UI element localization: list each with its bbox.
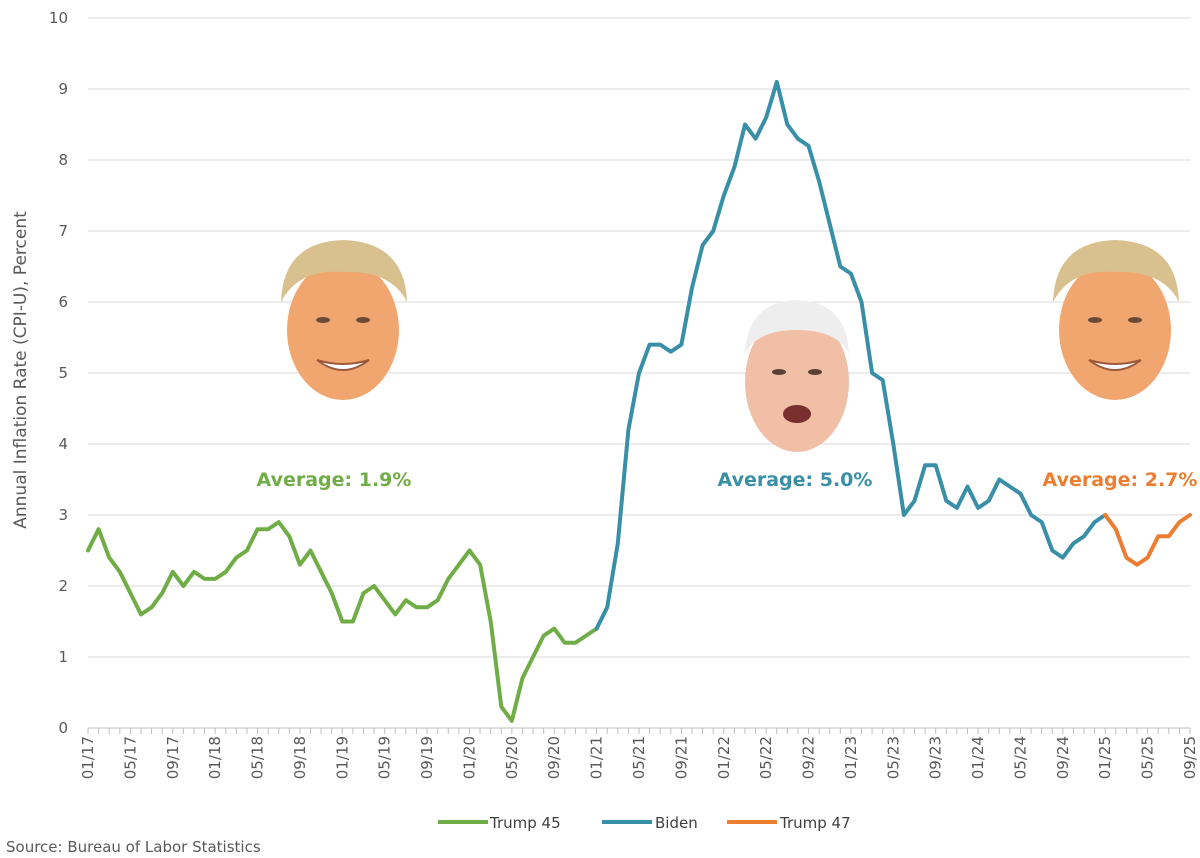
- x-tick-label: 09/18: [291, 736, 309, 779]
- series-line-trump-45: [86, 520, 599, 723]
- x-tick-label: 09/21: [672, 736, 690, 779]
- x-tick-label: 01/18: [206, 736, 224, 779]
- x-tick-label: 05/18: [249, 736, 267, 779]
- series-line-biden: [594, 79, 1108, 631]
- y-tick-label: 10: [49, 9, 68, 27]
- y-tick-label: 3: [58, 506, 68, 524]
- x-tick-label: 05/23: [884, 736, 902, 779]
- legend-label-trump-47: Trump 47: [779, 814, 851, 832]
- source-note: Source: Bureau of Labor Statistics: [6, 838, 261, 856]
- x-tick-label: 01/21: [588, 736, 606, 779]
- annotation-trump-47-average: Average: 2.7%: [1043, 469, 1198, 491]
- x-tick-label: 01/23: [842, 736, 860, 779]
- x-tick-label: 01/19: [333, 736, 351, 779]
- y-axis-label: Annual Inflation Rate (CPI-U), Percent: [11, 211, 31, 529]
- y-tick-label: 8: [58, 151, 68, 169]
- y-tick-label: 4: [58, 435, 68, 453]
- x-tick-label: 09/19: [418, 736, 436, 779]
- x-tick-label: 01/24: [969, 736, 987, 779]
- legend-label-trump-45: Trump 45: [489, 814, 561, 832]
- x-tick-label: 09/23: [927, 736, 945, 779]
- x-tick-label: 09/24: [1054, 736, 1072, 779]
- x-tick-label: 05/24: [1011, 736, 1029, 779]
- x-tick-label: 09/17: [164, 736, 182, 779]
- legend-label-biden: Biden: [655, 814, 698, 832]
- y-tick-label: 5: [58, 364, 68, 382]
- annotation-trump-45-average: Average: 1.9%: [257, 469, 412, 491]
- y-tick-label: 7: [58, 222, 68, 240]
- x-tick-label: 05/22: [757, 736, 775, 779]
- x-tick-label: 01/25: [1096, 736, 1114, 779]
- y-tick-label: 1: [58, 648, 68, 666]
- x-tick-label: 05/20: [503, 736, 521, 779]
- annotation-biden-average: Average: 5.0%: [718, 469, 873, 491]
- series-line-trump-47: [1103, 513, 1192, 567]
- y-tick-label: 6: [58, 293, 68, 311]
- biden-portrait: [745, 300, 849, 452]
- series-lines: [86, 79, 1192, 723]
- x-tick-label: 05/17: [121, 736, 139, 779]
- x-tick-label: 01/20: [460, 736, 478, 779]
- x-axis: 01/17 05/17 09/17 01/18 05/18 09/18 01/19 05/19…: [79, 728, 1199, 779]
- x-tick-label: 05/21: [630, 736, 648, 779]
- x-tick-label: 09/20: [545, 736, 563, 779]
- y-tick-label: 9: [58, 80, 68, 98]
- x-tick-label: 01/22: [715, 736, 733, 779]
- x-tick-label: 01/17: [79, 736, 97, 779]
- legend: Trump 45 Biden Trump 47: [438, 814, 851, 832]
- trump-47-portrait: [1053, 240, 1179, 400]
- y-axis-ticks: 0 1 2 3 4 5 6 7 8 9 10: [49, 9, 68, 737]
- trump-45-portrait: [281, 240, 407, 400]
- y-tick-label: 2: [58, 577, 68, 595]
- x-tick-label: 09/22: [800, 736, 818, 779]
- y-tick-label: 0: [58, 719, 68, 737]
- x-tick-label: 05/19: [376, 736, 394, 779]
- x-tick-label: 09/25: [1181, 736, 1199, 779]
- x-tick-label: 05/25: [1139, 736, 1157, 779]
